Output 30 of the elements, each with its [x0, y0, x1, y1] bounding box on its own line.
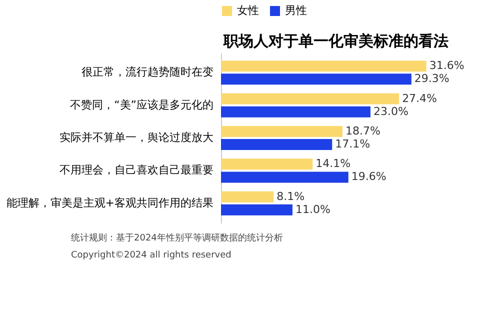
bar [221, 204, 292, 216]
bar [221, 74, 412, 85]
data-label: 27.4% [402, 92, 438, 105]
data-label: 31.6% [429, 59, 464, 72]
data-label: 11.0% [295, 202, 330, 216]
bar [221, 60, 426, 72]
y-tick-label: 能理解，审美是主观+客观共同作用的结果 [6, 196, 214, 210]
y-tick-label: 很正常，流行趋势随时在变 [82, 66, 214, 79]
bar [221, 158, 313, 170]
bar [221, 106, 370, 118]
legend-label: 女性 [237, 4, 259, 17]
data-label: 8.1% [276, 190, 305, 203]
text: Copyright©2024 all rights reserved [71, 250, 232, 260]
data-label: 14.1% [316, 157, 351, 170]
data-label: 17.1% [335, 138, 370, 151]
bar [221, 93, 400, 104]
chart-title: 职场人对于单一化审美标准的看法 [222, 32, 448, 50]
bar [221, 172, 348, 183]
y-tick-label: 不用理会，自己喜欢自己最重要 [60, 164, 214, 177]
data-label: 19.6% [351, 170, 386, 184]
bar [221, 139, 332, 150]
y-tick-label: 不赞同，“美”应该是多元化的 [70, 98, 214, 112]
legend-label: 男性 [285, 4, 307, 17]
data-label: 23.0% [373, 104, 408, 118]
data-label: 29.3% [414, 72, 450, 86]
y-tick-label: 实际并不算单一，舆论过度放大 [60, 131, 214, 144]
text: 统计规则：基于2024年性别平等调研数据的统计分析 [71, 232, 283, 244]
data-label: 18.7% [346, 124, 380, 138]
bar [221, 126, 343, 137]
bar [221, 191, 274, 202]
